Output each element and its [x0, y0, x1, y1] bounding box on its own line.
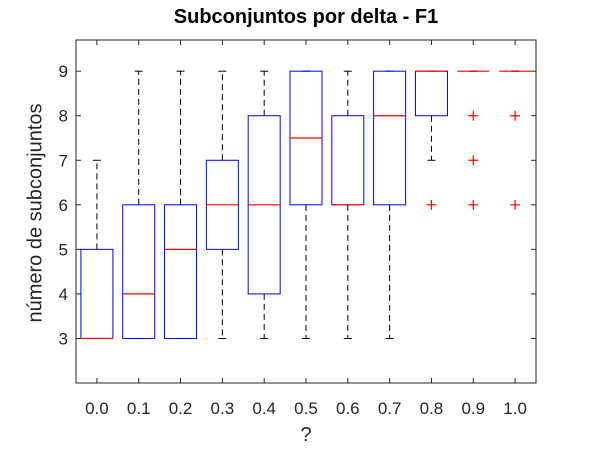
- x-tick-label: 0.1: [127, 399, 151, 418]
- x-tick-label: 0.7: [378, 399, 402, 418]
- axes-frame: [75, 39, 537, 384]
- y-tick-label: 9: [59, 62, 68, 81]
- x-tick-label: 0.3: [211, 399, 235, 418]
- outlier-marker: [510, 199, 521, 210]
- box-0.6: [331, 115, 365, 206]
- x-tick-label: 0.4: [252, 399, 276, 418]
- box-0.1: [122, 204, 156, 339]
- y-tick-label: 6: [59, 196, 68, 215]
- y-tick-label: 3: [59, 329, 68, 348]
- y-tick-label: 8: [59, 107, 68, 126]
- x-axis-label: ?: [300, 424, 312, 446]
- x-tick-label: 1.0: [503, 399, 527, 418]
- box-0.8: [414, 70, 448, 117]
- x-tick-label: 0.2: [169, 399, 193, 418]
- chart-title: Subconjuntos por delta - F1: [173, 6, 439, 28]
- box-0.0: [80, 248, 114, 339]
- x-tick-label: 0.5: [294, 399, 318, 418]
- x-tick-label: 0.9: [461, 399, 485, 418]
- outlier-marker: [468, 110, 479, 121]
- outlier-marker: [468, 199, 479, 210]
- y-tick-label: 7: [59, 151, 68, 170]
- x-tick-label: 0.8: [420, 399, 444, 418]
- outlier-marker: [468, 155, 479, 166]
- y-tick-label: 5: [59, 240, 68, 259]
- box-0.2: [164, 204, 198, 339]
- y-tick-label: 4: [59, 285, 68, 304]
- x-tick-label: 0.6: [336, 399, 360, 418]
- outlier-marker: [426, 199, 437, 210]
- outlier-marker: [510, 110, 521, 121]
- x-tick-label: 0.0: [85, 399, 109, 418]
- box-0.7: [373, 70, 407, 206]
